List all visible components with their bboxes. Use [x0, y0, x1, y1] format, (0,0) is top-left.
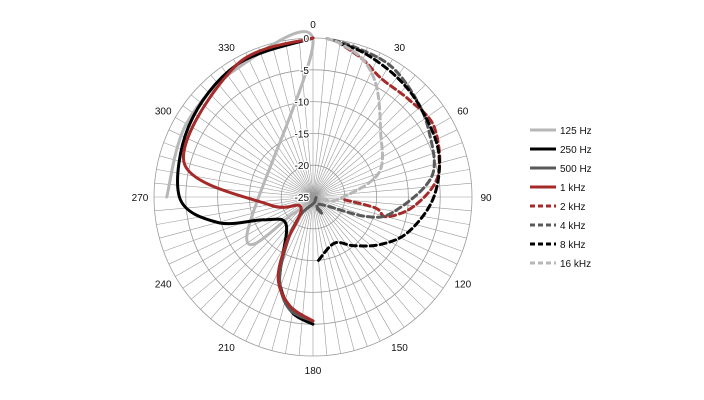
angular-gridline [312, 196, 426, 310]
radial-tick-label: -10 [295, 98, 310, 109]
angle-tick-label: 120 [454, 280, 471, 291]
angular-gridline [312, 59, 393, 198]
angular-gridline [312, 84, 426, 198]
angular-gridline [156, 196, 314, 225]
polar-grid [153, 37, 473, 357]
angular-gridline [312, 196, 470, 225]
angular-gridline [175, 196, 314, 277]
angular-gridline [221, 66, 314, 198]
angular-gridline [285, 196, 314, 354]
angular-gridline [312, 196, 444, 289]
angular-gridline [312, 196, 381, 342]
radial-tick-label: -15 [295, 129, 310, 140]
angular-gridline [312, 38, 328, 198]
radial-tick-label: -20 [295, 161, 310, 172]
angle-tick-label: 330 [218, 43, 235, 54]
series-curves [165, 30, 442, 326]
legend-label: 2 kHz [560, 202, 586, 213]
angular-gridline [312, 182, 472, 198]
angular-gridline [312, 196, 368, 347]
angular-gridline [191, 94, 314, 198]
angle-tick-label: 0 [310, 20, 316, 31]
angular-gridline [168, 129, 314, 198]
legend-label: 4 kHz [560, 221, 586, 232]
angular-gridline [298, 196, 314, 356]
angular-gridline [312, 196, 416, 319]
angular-gridline [156, 169, 314, 198]
legend-label: 8 kHz [560, 240, 586, 251]
angle-tick-label: 30 [394, 43, 406, 54]
series-line [165, 30, 315, 246]
angular-gridline [210, 75, 314, 198]
angular-gridline [312, 129, 458, 198]
angular-gridline [312, 196, 458, 265]
angular-gridline [271, 43, 314, 198]
angular-gridline [312, 196, 393, 335]
angular-gridline [312, 52, 381, 198]
angular-gridline [233, 196, 314, 335]
legend-label: 125 Hz [560, 126, 592, 137]
angular-gridline [312, 196, 472, 212]
angular-gridline [182, 105, 314, 198]
angular-gridline [298, 38, 314, 198]
angular-gridline [271, 196, 314, 351]
legend-label: 250 Hz [560, 145, 592, 156]
radial-tick-label: -25 [295, 193, 310, 204]
angular-gridline [200, 84, 314, 198]
angular-gridline [163, 142, 314, 198]
series-line [182, 36, 315, 323]
series-line [315, 37, 436, 219]
angular-gridline [312, 75, 416, 198]
series-line [320, 37, 384, 203]
legend-label: 500 Hz [560, 164, 592, 175]
angle-tick-label: 180 [305, 366, 322, 377]
angular-gridline [285, 40, 314, 198]
angular-gridline [312, 94, 435, 198]
angular-gridline [312, 196, 451, 277]
radial-tick-label: 0 [303, 34, 309, 45]
radial-tick-label: -5 [300, 66, 309, 77]
angular-gridline [245, 52, 314, 198]
angular-gridline [312, 196, 435, 300]
legend-label: 1 kHz [560, 183, 586, 194]
angular-gridline [258, 47, 314, 198]
angular-gridline [258, 196, 314, 347]
angle-tick-label: 240 [155, 280, 172, 291]
angular-gridline [312, 169, 470, 198]
angle-tick-label: 150 [391, 343, 408, 354]
series-line [317, 42, 441, 262]
angular-gridline [233, 59, 314, 198]
angular-gridline [312, 196, 341, 354]
angular-gridline [154, 196, 314, 212]
angle-tick-label: 300 [155, 107, 172, 118]
legend-label: 16 kHz [560, 259, 591, 270]
angular-gridline [159, 196, 314, 239]
angular-gridline [312, 105, 444, 198]
angular-gridline [312, 47, 368, 198]
angular-gridline [175, 117, 314, 198]
angular-gridline [210, 196, 314, 319]
angular-gridline [312, 40, 341, 198]
angular-gridline [312, 155, 467, 198]
angular-gridline [312, 196, 463, 252]
axis-labels: 0 30 60 90 120 150 180 210 240 270 300 330 0 -5 -10 -15… [132, 20, 492, 377]
angular-gridline [312, 196, 405, 328]
angular-gridline [312, 66, 405, 198]
angle-tick-label: 210 [218, 343, 235, 354]
angular-gridline [312, 196, 328, 356]
angle-tick-label: 270 [132, 193, 149, 204]
angular-gridline [200, 196, 314, 310]
legend: 125 Hz 250 Hz 500 Hz 1 kHz 2 kHz 4 kHz 8 kHz 16… [530, 126, 592, 270]
angular-gridline [154, 182, 314, 198]
angular-gridline [312, 43, 355, 198]
angle-tick-label: 60 [457, 107, 469, 118]
angular-gridline [312, 196, 355, 351]
angle-tick-label: 90 [480, 193, 492, 204]
